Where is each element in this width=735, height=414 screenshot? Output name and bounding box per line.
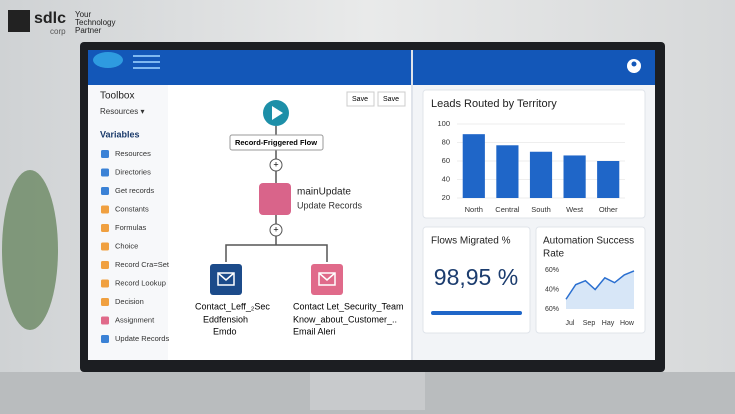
progress-bar	[431, 311, 522, 315]
user-head	[631, 61, 637, 67]
item-icon	[101, 187, 109, 195]
email-label: Email Aleri	[293, 326, 336, 336]
item-icon	[101, 261, 109, 269]
x-tick-label: South	[531, 205, 551, 214]
sidebar-item: Update Records	[115, 334, 169, 343]
bar	[529, 151, 553, 198]
line-chart-title: Automation Success	[543, 236, 634, 247]
save-label: Save	[383, 96, 399, 103]
item-icon	[101, 316, 109, 325]
bar	[496, 145, 519, 198]
tagline: Technology	[75, 18, 115, 27]
stand	[310, 370, 425, 410]
email-label: Contact_Leff_₂Sec	[195, 301, 270, 311]
email-label: Emdo	[213, 326, 237, 336]
sidebar-item: Choice	[115, 241, 138, 250]
x-tick-label: Jul	[566, 320, 575, 327]
sidebar	[88, 85, 168, 360]
y-tick-label: 60%	[545, 306, 559, 313]
add-button[interactable]	[269, 223, 283, 237]
item-icon	[101, 242, 109, 251]
bar-chart-title: Leads Routed by Territory	[431, 98, 557, 110]
x-tick-label: North	[465, 205, 483, 214]
resources-dropdown[interactable]: Resources ▾	[100, 107, 144, 116]
line	[565, 270, 635, 300]
item-icon	[101, 224, 109, 232]
item-icon	[101, 150, 109, 158]
y-tick-label: 20	[442, 193, 450, 202]
play-icon	[272, 106, 283, 120]
add-button[interactable]	[269, 158, 283, 172]
kpi-value: 98,95 %	[434, 264, 518, 290]
y-tick-label: 40	[442, 174, 450, 183]
header	[88, 50, 655, 85]
update-node[interactable]	[259, 183, 291, 215]
sidebar-item: Directories	[115, 167, 151, 176]
sidebar-item: Formulas	[115, 223, 147, 232]
item-icon	[101, 205, 109, 214]
bar	[597, 161, 620, 198]
x-tick-label: Other	[599, 205, 618, 214]
mail-icons	[217, 272, 336, 286]
sidebar-item: Decision	[115, 297, 144, 306]
area	[566, 270, 634, 309]
plant	[2, 170, 58, 330]
tagline: Your	[75, 10, 92, 19]
node-title: mainUpdate	[297, 187, 351, 198]
y-tick-label: 60	[442, 156, 450, 165]
save-button[interactable]	[377, 91, 406, 107]
toolbox: Toolbox	[100, 91, 134, 102]
section-title: Variables	[100, 129, 140, 139]
save-label: Save	[352, 96, 368, 103]
item-icon	[101, 298, 109, 306]
email-label: Eddfensioh	[203, 314, 248, 324]
item-icon	[101, 279, 109, 288]
plus: +	[273, 159, 278, 169]
sidebar-item: Resources	[115, 149, 151, 158]
card-title: Flows Migrated %	[431, 236, 511, 247]
y-tick-label: 60%	[545, 267, 559, 274]
menu-icon	[133, 55, 160, 69]
x-tick-label: Sep	[583, 320, 596, 327]
start-label: Record-Friggered Flow	[235, 138, 317, 147]
bar	[462, 134, 485, 198]
bar	[563, 155, 586, 198]
logo-brand: sdlc	[34, 10, 66, 27]
node-subtitle: Update Records	[297, 200, 363, 210]
sidebar-item: Record Cra=Set	[115, 260, 170, 269]
y-tick-label: 40%	[545, 286, 559, 293]
line-chart-title: Rate	[543, 249, 565, 260]
sidebar-item: Constants	[115, 204, 149, 213]
x-tick-label: How	[620, 320, 635, 327]
y-tick-label: 80	[442, 137, 450, 146]
logo-icon	[8, 10, 30, 32]
start-label-box	[229, 134, 324, 151]
card	[422, 226, 531, 334]
item-icon	[101, 168, 109, 177]
x-tick-label: West	[566, 205, 584, 214]
item-icon	[101, 335, 109, 343]
logo-sub: corp	[50, 27, 66, 36]
tagline: Partner	[75, 26, 102, 35]
email-label: Know_about_Customer_..	[293, 314, 397, 324]
y-tick-label: 100	[437, 119, 450, 128]
plus: +	[273, 224, 278, 234]
email-label: Contact Let_Security_Team	[293, 301, 404, 311]
sidebar-item: Record Lookup	[115, 278, 166, 287]
save-button[interactable]	[346, 91, 375, 107]
sidebar-item: Get records	[115, 186, 154, 195]
cloud-logo	[93, 52, 123, 68]
sidebar-item: Assignment	[115, 315, 155, 324]
x-tick-label: Hay	[602, 320, 615, 327]
divider	[411, 50, 413, 360]
x-tick-label: Central	[495, 205, 520, 214]
